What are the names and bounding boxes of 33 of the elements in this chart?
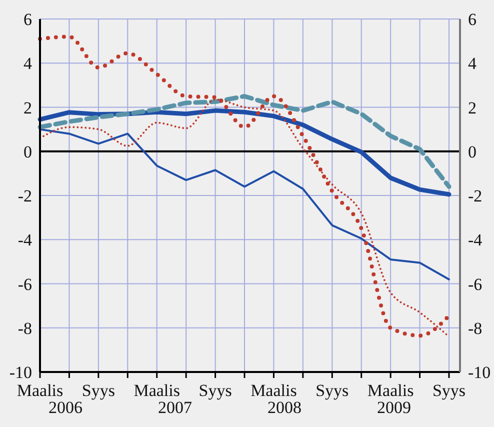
x-tick-label: Maalis — [367, 381, 414, 400]
y2-tick-label: -6 — [468, 274, 482, 294]
y-tick-label: -10 — [9, 363, 32, 382]
y-tick-label: -8 — [18, 318, 32, 338]
text: 2008 — [266, 398, 303, 418]
x-tick-label: Syys — [82, 381, 115, 400]
y2-tick-label: 2 — [468, 98, 476, 118]
x-tick-label: Syys — [316, 381, 349, 400]
y-tick-label: 6 — [24, 10, 32, 30]
line-series — [38, 94, 452, 189]
y2-tick-label: 4 — [468, 54, 477, 74]
line-series — [39, 128, 450, 280]
y2-tick-label: -8 — [468, 318, 482, 338]
y-tick-label: -6 — [18, 274, 32, 294]
line-series — [38, 34, 451, 338]
y2-tick-label: 0 — [468, 142, 476, 162]
y-tick-label: -2 — [18, 186, 32, 206]
x-tick-label: Syys — [432, 381, 466, 400]
y-tick-label: 2 — [24, 98, 32, 118]
y-tick-label: 0 — [24, 142, 32, 162]
text: 2009 — [376, 398, 412, 418]
y-tick-label: -4 — [18, 230, 32, 250]
x-tick-label: Maalis — [134, 381, 180, 400]
y2-tick-label: -10 — [468, 363, 491, 382]
text: 2006 — [48, 398, 83, 418]
y2-tick-label: 6 — [468, 10, 476, 30]
x-tick-label: Syys — [198, 381, 232, 400]
y2-tick-label: -4 — [468, 230, 483, 250]
text: 2007 — [158, 398, 192, 417]
y-tick-label: 4 — [24, 54, 32, 74]
x-tick-label: Maalis — [250, 381, 297, 400]
x-tick-label: Maalis — [16, 381, 64, 400]
y2-tick-label: -2 — [468, 186, 482, 206]
